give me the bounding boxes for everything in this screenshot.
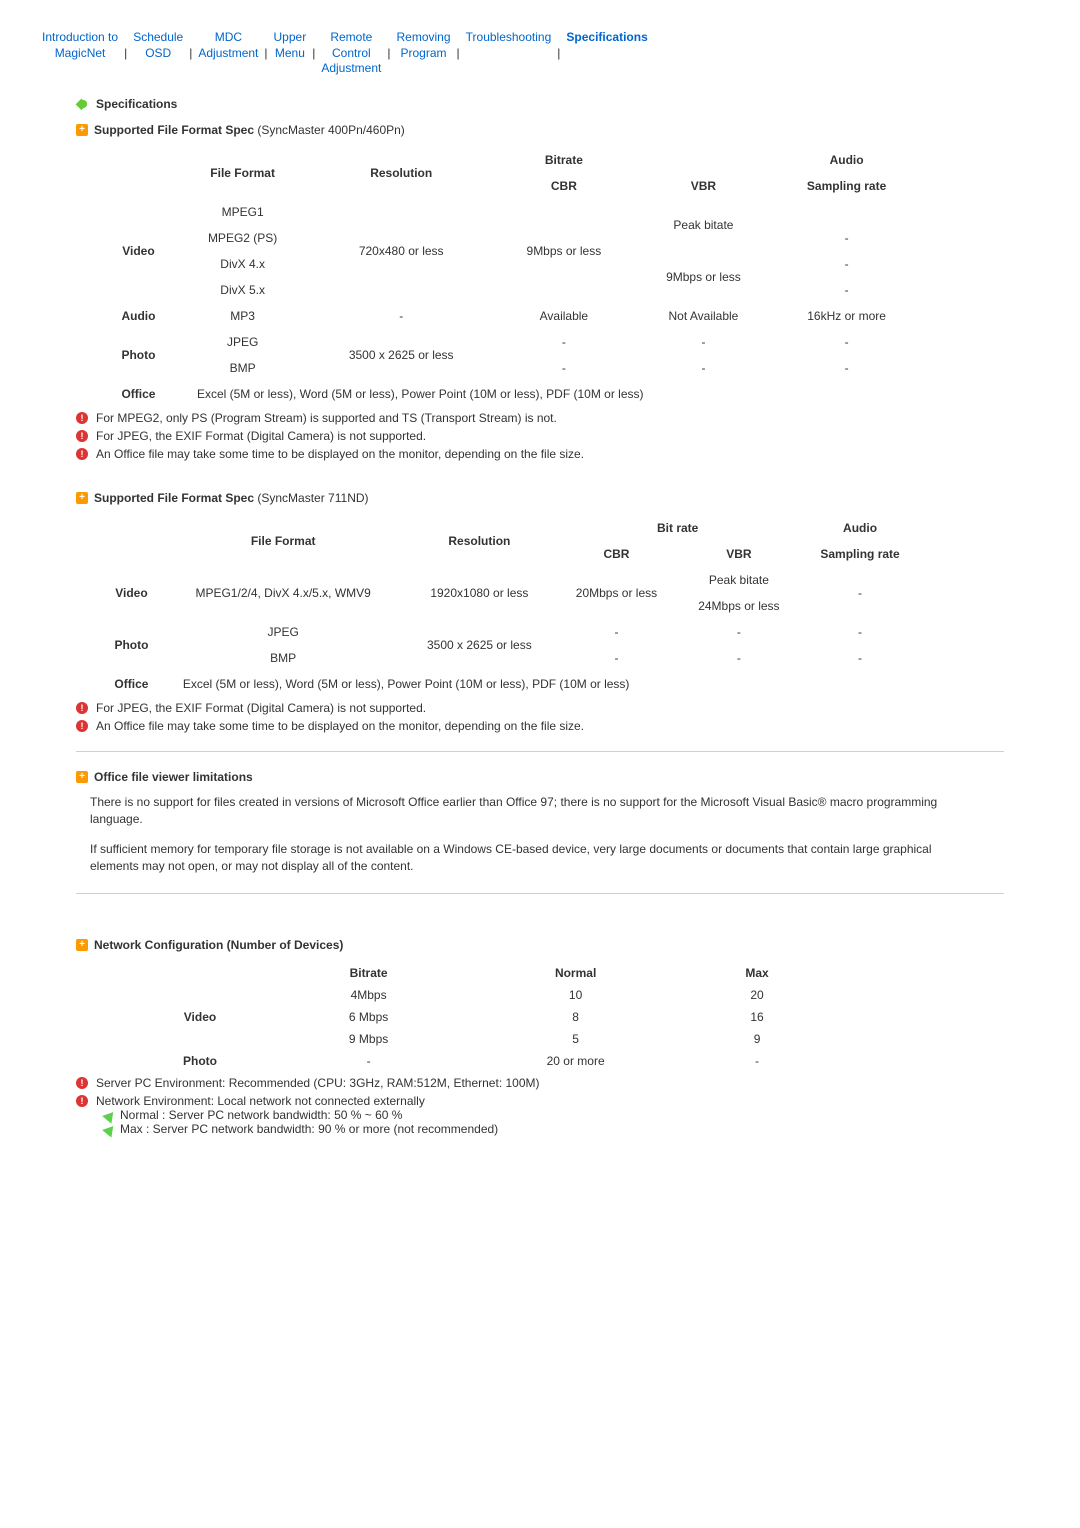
nav-remote[interactable]: Remote Control Adjustment bbox=[319, 30, 383, 77]
bullet-office2: !An Office file may take some time to be… bbox=[76, 719, 1040, 733]
gear-icon bbox=[76, 97, 90, 111]
bullet-jpeg1: !For JPEG, the EXIF Format (Digital Came… bbox=[76, 429, 1040, 443]
nav-schedule[interactable]: Schedule OSD bbox=[131, 30, 185, 61]
network-bullet-1: !Server PC Environment: Recommended (CPU… bbox=[76, 1076, 1040, 1090]
plus-icon: + bbox=[76, 492, 88, 504]
spec2-table: File Format Resolution Bit rate Audio CB… bbox=[100, 515, 920, 697]
office-limits-heading: + Office file viewer limitations bbox=[76, 770, 1040, 784]
office-para2: If sufficient memory for temporary file … bbox=[90, 841, 950, 875]
nav-sep: | bbox=[120, 46, 131, 60]
divider bbox=[76, 893, 1004, 894]
bullet-office1: !An Office file may take some time to be… bbox=[76, 447, 1040, 461]
nav-intro[interactable]: Introduction to MagicNet bbox=[40, 30, 120, 61]
warning-icon: ! bbox=[76, 720, 88, 732]
spec1-table: File Format Resolution Bitrate Audio CBR… bbox=[100, 147, 920, 407]
office-para1: There is no support for files created in… bbox=[90, 794, 950, 828]
warning-icon: ! bbox=[76, 412, 88, 424]
plus-icon: + bbox=[76, 939, 88, 951]
arrow-icon bbox=[102, 1122, 118, 1137]
bullet-jpeg2: !For JPEG, the EXIF Format (Digital Came… bbox=[76, 701, 1040, 715]
nav-mdc[interactable]: MDC Adjustment bbox=[196, 30, 260, 61]
spec2-heading: + Supported File Format Spec (SyncMaster… bbox=[76, 491, 1040, 505]
network-bullet-2: ! Network Environment: Local network not… bbox=[76, 1094, 1040, 1136]
divider bbox=[76, 751, 1004, 752]
top-nav: Introduction to MagicNet | Schedule OSD … bbox=[40, 30, 1040, 77]
network-heading: + Network Configuration (Number of Devic… bbox=[76, 938, 1040, 952]
network-table: Bitrate Normal Max 4Mbps 10 20 Video 6 M… bbox=[120, 962, 820, 1072]
warning-icon: ! bbox=[76, 448, 88, 460]
warning-icon: ! bbox=[76, 1095, 88, 1107]
spec1-heading: + Supported File Format Spec (SyncMaster… bbox=[76, 123, 1040, 137]
nav-trouble[interactable]: Troubleshooting bbox=[464, 30, 554, 46]
bullet-mpeg2: !For MPEG2, only PS (Program Stream) is … bbox=[76, 411, 1040, 425]
plus-icon: + bbox=[76, 771, 88, 783]
warning-icon: ! bbox=[76, 702, 88, 714]
specifications-heading: Specifications bbox=[76, 97, 1040, 111]
warning-icon: ! bbox=[76, 1077, 88, 1089]
nav-upper[interactable]: Upper Menu bbox=[272, 30, 309, 61]
plus-icon: + bbox=[76, 124, 88, 136]
warning-icon: ! bbox=[76, 430, 88, 442]
nav-specs[interactable]: Specifications bbox=[564, 30, 649, 46]
nav-removing[interactable]: Removing Program bbox=[394, 30, 452, 61]
